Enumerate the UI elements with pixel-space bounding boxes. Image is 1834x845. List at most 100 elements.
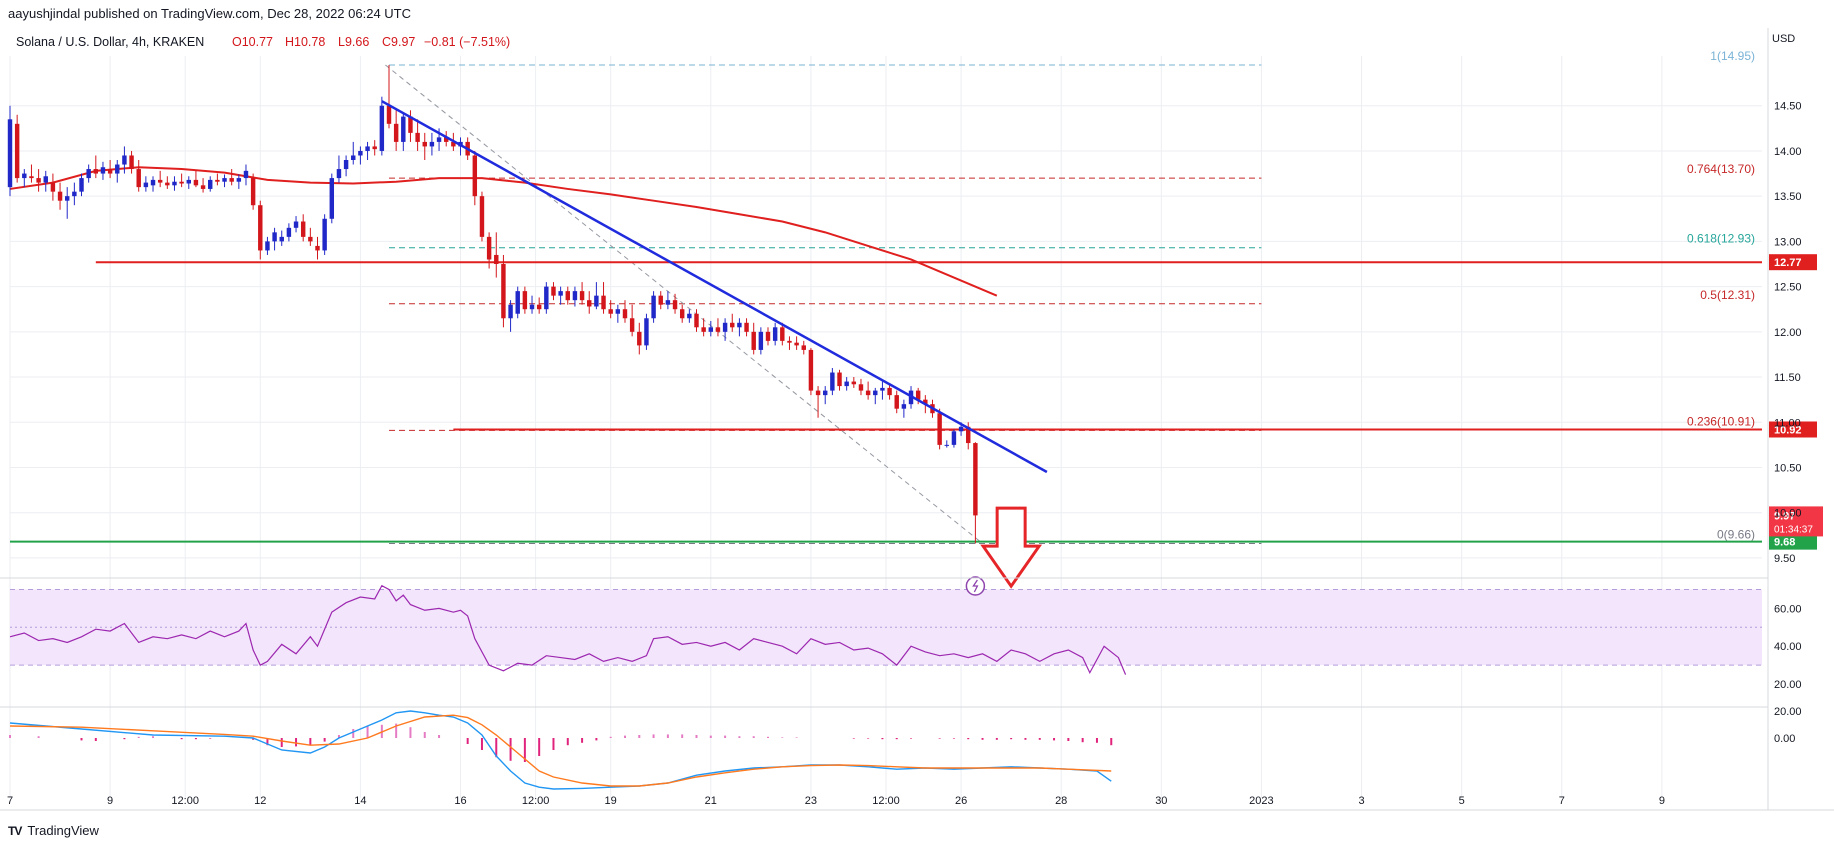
candle-body — [265, 241, 270, 251]
candle-body — [286, 227, 292, 237]
axes[interactable]: 14.50 14.00 13.50 13.00 12.50 12.00 11.50 11.00… — [0, 28, 1834, 811]
fibonacci-retracement[interactable]: 1(14.95) 0.764(13.70) 0.618(12.93) 0.5(12.3… — [385, 49, 1755, 544]
candle-body — [822, 390, 828, 396]
candle-body — [7, 119, 13, 188]
x-tick-label: 28 — [1055, 795, 1067, 807]
candle-body — [329, 178, 335, 219]
resistance-10.92-price-label: 10.92 — [1774, 424, 1802, 436]
candle-body — [851, 381, 857, 385]
candle-body — [486, 236, 492, 260]
candle-body — [86, 169, 91, 179]
candle-body — [322, 218, 327, 251]
y-tick-label: 14.00 — [1774, 146, 1802, 158]
candle-body — [615, 309, 621, 314]
chart-canvas[interactable]: 1(14.95) 0.764(13.70) 0.618(12.93) 0.5(12.3… — [0, 28, 1834, 818]
macd-signal-line — [9, 714, 1112, 787]
fib-diagonal — [385, 64, 983, 544]
rsi-tick-label: 40.00 — [1774, 641, 1802, 653]
x-tick-label: 3 — [1358, 795, 1364, 807]
candle-body — [508, 304, 513, 319]
candle-body — [679, 309, 685, 319]
candle-body — [522, 291, 528, 310]
candle-body — [951, 431, 957, 445]
y-tick-label: 12.50 — [1774, 282, 1802, 294]
macd-tick-label: 0.00 — [1774, 733, 1795, 745]
candle-body — [179, 181, 184, 184]
candle-body — [601, 295, 606, 310]
candle-body — [451, 141, 456, 147]
candle-body — [408, 116, 413, 133]
support-9.68-price-label: 9.68 — [1774, 537, 1795, 549]
y-tick-label: 13.00 — [1774, 236, 1802, 248]
rsi-tick-label: 20.00 — [1774, 679, 1802, 691]
moving-average — [9, 166, 998, 297]
candle-body — [365, 146, 370, 151]
chart-title: Solana / U.S. Dollar, 4h, KRAKEN — [16, 35, 204, 49]
candle-body — [587, 300, 592, 307]
candle-body — [401, 116, 406, 142]
candle-body — [258, 205, 263, 251]
chart-legend: Solana / U.S. Dollar, 4h, KRAKEN O10.77 … — [16, 33, 1795, 49]
ohlc-close: C9.97 — [382, 35, 415, 49]
candle-body — [72, 191, 77, 197]
candle-body — [544, 286, 549, 310]
candle-body — [494, 254, 499, 264]
candle-body — [923, 399, 928, 405]
candle-body — [443, 137, 449, 142]
resistance-12.77-price-tag — [1769, 254, 1817, 271]
candle-body — [858, 384, 864, 391]
candle-body — [379, 105, 385, 151]
x-tick-label: 19 — [605, 795, 617, 807]
candle-body — [815, 390, 821, 396]
bar-countdown-label: 01:34:37 — [1774, 524, 1813, 535]
trendline[interactable] — [381, 100, 1048, 474]
candle-body — [336, 169, 342, 179]
candle-body — [115, 164, 120, 174]
candle-body — [208, 179, 213, 189]
candle-body — [429, 141, 435, 147]
annotations: 9.97 01:34:37 — [965, 506, 1823, 596]
x-tick-label: 9 — [1659, 795, 1665, 807]
candle-body — [722, 322, 728, 332]
candle-body — [622, 309, 628, 319]
y-axis-unit: USD — [1772, 33, 1795, 45]
y-tick-label: 11.00 — [1774, 417, 1801, 429]
fib-level-label: 0.618(12.93) — [1687, 232, 1755, 246]
candle-body — [422, 141, 427, 147]
tradingview-logo[interactable]: TV TradingView — [8, 823, 99, 838]
candle-body — [687, 313, 692, 319]
x-tick-label: 12:00 — [171, 795, 199, 807]
rsi-line — [9, 584, 1127, 675]
candle-body — [880, 387, 885, 391]
candle-body — [694, 313, 699, 328]
x-tick-label: 23 — [805, 795, 817, 807]
candle-body — [222, 178, 227, 182]
candle-body — [637, 331, 642, 346]
candle-body — [29, 176, 34, 179]
ohlc-low: L9.66 — [338, 35, 369, 49]
current-price-label: 9.97 — [1774, 510, 1795, 522]
candle-body — [594, 295, 599, 307]
ohlc-high: H10.78 — [285, 35, 325, 49]
candle-body — [351, 155, 356, 160]
candle-body — [14, 123, 20, 179]
candle-body — [837, 372, 842, 387]
x-tick-label: 16 — [454, 795, 466, 807]
fib-level-label: 0(9.66) — [1717, 527, 1755, 541]
candle-body — [873, 390, 878, 396]
grid-lines — [9, 56, 1762, 798]
fib-level-label: 0.5(12.31) — [1700, 288, 1755, 302]
horizontal-levels[interactable]: 12.77 10.92 9.68 — [10, 254, 1817, 550]
resistance-10.92-price-tag — [1769, 421, 1817, 438]
candle-body — [43, 176, 48, 183]
candle-body — [744, 322, 749, 332]
y-tick-label: 12.00 — [1774, 327, 1802, 339]
candle-body — [844, 381, 849, 387]
candle-body — [136, 169, 141, 188]
candle-body — [780, 327, 785, 341]
candle-body — [801, 345, 806, 350]
y-tick-label: 13.50 — [1774, 191, 1802, 203]
candle-body — [515, 291, 520, 314]
resistance-12.77-price-label: 12.77 — [1774, 257, 1802, 269]
rsi-panel — [9, 584, 1762, 675]
